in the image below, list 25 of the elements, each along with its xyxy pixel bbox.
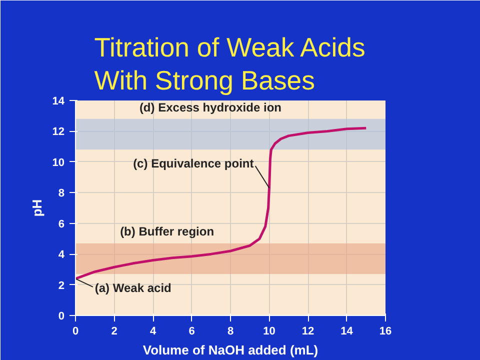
x-tick-label: 2 — [111, 326, 118, 338]
x-tick-label: 4 — [150, 326, 157, 338]
x-tick-label: 10 — [263, 326, 276, 338]
band-label: (b) Buffer region — [120, 224, 214, 239]
x-tick-label: 6 — [188, 326, 195, 338]
chart-title: Titration of Weak Acids With Strong Bases — [94, 32, 366, 96]
x-tick-label: 8 — [227, 326, 234, 338]
x-tick-label: 0 — [72, 326, 79, 338]
annotation: (a) Weak acid — [94, 280, 172, 295]
x-tick-label: 12 — [302, 326, 314, 338]
y-tick-label: 14 — [52, 96, 66, 108]
y-tick-label: 0 — [58, 310, 65, 322]
y-tick-label: 8 — [58, 188, 65, 200]
y-tick-label: 2 — [58, 280, 65, 292]
x-tick-label: 14 — [340, 326, 354, 338]
y-tick-label: 4 — [58, 249, 66, 262]
y-tick-label: 10 — [52, 156, 65, 169]
y-tick-label: 12 — [52, 126, 65, 138]
y-axis-title: pH — [29, 199, 44, 217]
y-tick-label: 6 — [58, 218, 65, 230]
x-tick-label: 16 — [379, 326, 392, 338]
x-axis-title: Volume of NaOH added (mL) — [142, 342, 318, 358]
band-label: (d) Excess hydroxide ion — [139, 100, 282, 114]
line-series — [76, 126, 368, 280]
annotation: (c) Equivalence point — [133, 156, 254, 170]
